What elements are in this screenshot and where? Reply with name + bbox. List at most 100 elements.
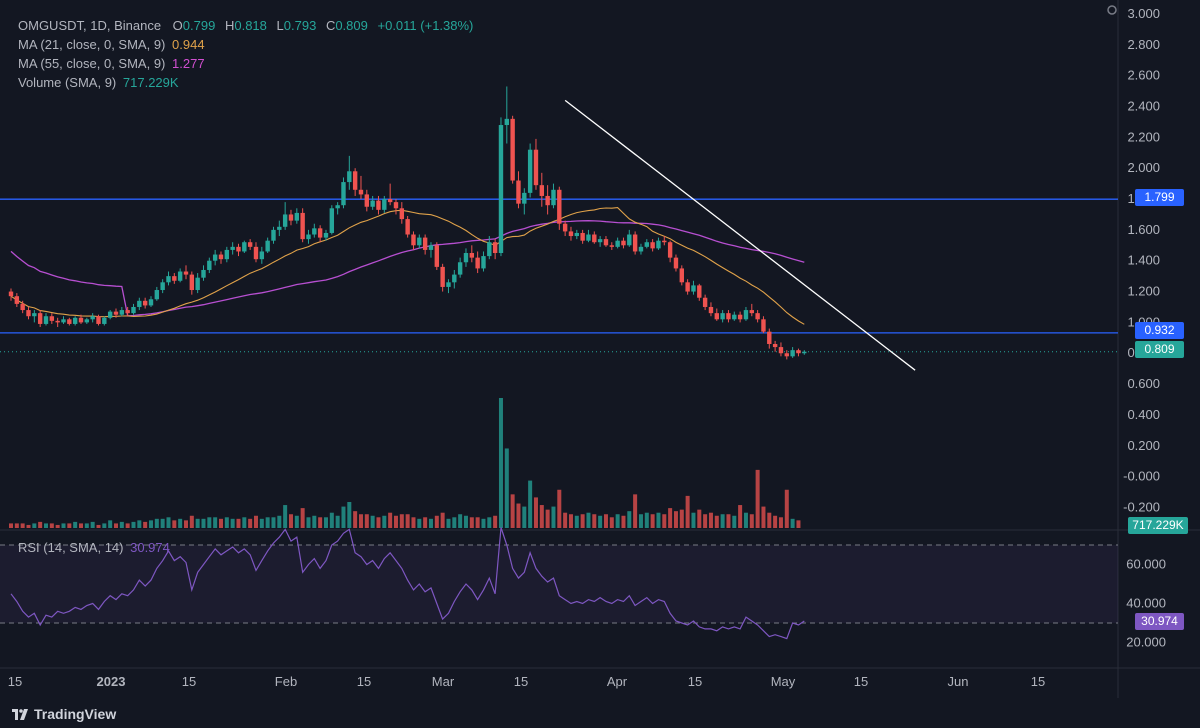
candle-body	[32, 313, 37, 317]
candle-body	[685, 282, 690, 292]
candle-body	[527, 149, 533, 193]
volume-bar	[143, 521, 148, 528]
tradingview-brand[interactable]: TradingView	[12, 706, 116, 722]
time-axis-tick-label: 2023	[97, 674, 126, 689]
volume-bar	[271, 517, 276, 528]
close-label: C	[325, 18, 336, 33]
open-label: O	[172, 18, 183, 33]
ma55-row[interactable]: MA (55, close, 0, SMA, 9) 1.277	[18, 54, 473, 73]
candle-body	[212, 254, 218, 261]
candle-body	[119, 310, 125, 315]
candle-body	[107, 311, 113, 318]
volume-bar	[790, 518, 795, 528]
volume-bar	[224, 517, 229, 528]
candle-body	[475, 257, 480, 269]
volume-bar	[26, 524, 31, 528]
candle-body	[551, 189, 556, 206]
volume-bar	[73, 521, 78, 528]
candle-body	[387, 199, 393, 203]
volume-bar	[749, 514, 754, 528]
candle-body	[358, 189, 364, 195]
candle-body	[592, 234, 597, 243]
volume-bar	[172, 520, 177, 528]
candle-body	[481, 256, 486, 269]
candle-body	[714, 313, 719, 320]
candle-body	[778, 347, 784, 354]
candle-body	[411, 234, 416, 246]
candle-body	[236, 246, 241, 252]
price-axis-tick-label: 1.600	[1127, 222, 1160, 237]
time-axis-tick-label: Apr	[607, 674, 628, 689]
low-label: L	[276, 18, 284, 33]
volume-bar	[119, 521, 124, 528]
ma21-value: 0.944	[172, 37, 205, 52]
rsi-tag: 30.974	[1135, 613, 1184, 630]
volume-bar	[714, 515, 719, 528]
volume-bar	[668, 508, 673, 528]
candle-body	[20, 303, 25, 311]
volume-bar	[481, 518, 486, 528]
volume-bar	[568, 514, 573, 528]
candle-body	[335, 205, 340, 209]
candle-body	[61, 319, 66, 323]
candle-body	[294, 212, 300, 221]
volume-bar	[306, 517, 311, 528]
volume-bar	[697, 509, 702, 528]
volume-bar	[417, 518, 422, 528]
volume-bar	[376, 517, 381, 528]
low-value: 0.793	[283, 18, 317, 33]
time-axis-tick-label: 15	[854, 674, 868, 689]
volume-bar	[563, 512, 568, 528]
volume-bar	[399, 514, 404, 528]
candle-body	[440, 266, 445, 287]
symbol-label[interactable]: OMGUSDT, 1D, Binance	[18, 18, 162, 33]
volume-bar	[370, 515, 375, 528]
volume-bar	[633, 494, 638, 528]
volume-bar	[248, 518, 253, 528]
candle-body	[737, 314, 743, 320]
volume-bar	[498, 398, 503, 528]
candle-body	[516, 180, 521, 204]
volume-bar	[703, 514, 708, 528]
volume-bar	[14, 523, 19, 528]
volume-bar	[259, 518, 264, 528]
volume-bar	[323, 517, 328, 528]
candle-body	[679, 268, 684, 283]
volume-bar	[358, 514, 363, 528]
candle-body	[189, 274, 195, 291]
volume-bar	[166, 517, 171, 528]
candle-body	[609, 245, 614, 247]
candle-body	[621, 240, 626, 246]
rsi-legend[interactable]: RSI (14, SMA, 14) 30.974	[18, 540, 170, 555]
volume-bar	[446, 518, 451, 528]
volume-bar	[662, 514, 667, 528]
volume-bar	[708, 512, 713, 528]
volume-bar	[679, 509, 684, 528]
volume-bar	[364, 514, 369, 528]
candle-body	[172, 276, 177, 281]
volume-bar	[253, 515, 258, 528]
volume-bar	[551, 506, 556, 528]
volume-bar	[32, 523, 37, 528]
volume-bar	[720, 514, 725, 528]
volume-bar	[108, 520, 113, 528]
gear-icon[interactable]	[1107, 5, 1117, 15]
volume-bar	[137, 520, 142, 528]
ma21-row[interactable]: MA (21, close, 0, SMA, 9) 0.944	[18, 35, 473, 54]
candle-body	[627, 234, 632, 246]
candle-body	[522, 192, 527, 204]
candle-body	[492, 242, 498, 254]
candle-body	[597, 239, 603, 243]
volume-bar	[463, 515, 468, 528]
volume-bar	[242, 517, 247, 528]
volume-bar	[195, 518, 200, 528]
gear-icon-ring	[1107, 5, 1117, 15]
volume-bar	[49, 523, 54, 528]
candle-body	[545, 195, 550, 206]
volume-bar	[341, 506, 346, 528]
volume-row[interactable]: Volume (SMA, 9) 717.229K	[18, 73, 473, 92]
candle-body	[43, 316, 49, 324]
candle-body	[784, 353, 789, 357]
volume-bar	[738, 505, 743, 528]
